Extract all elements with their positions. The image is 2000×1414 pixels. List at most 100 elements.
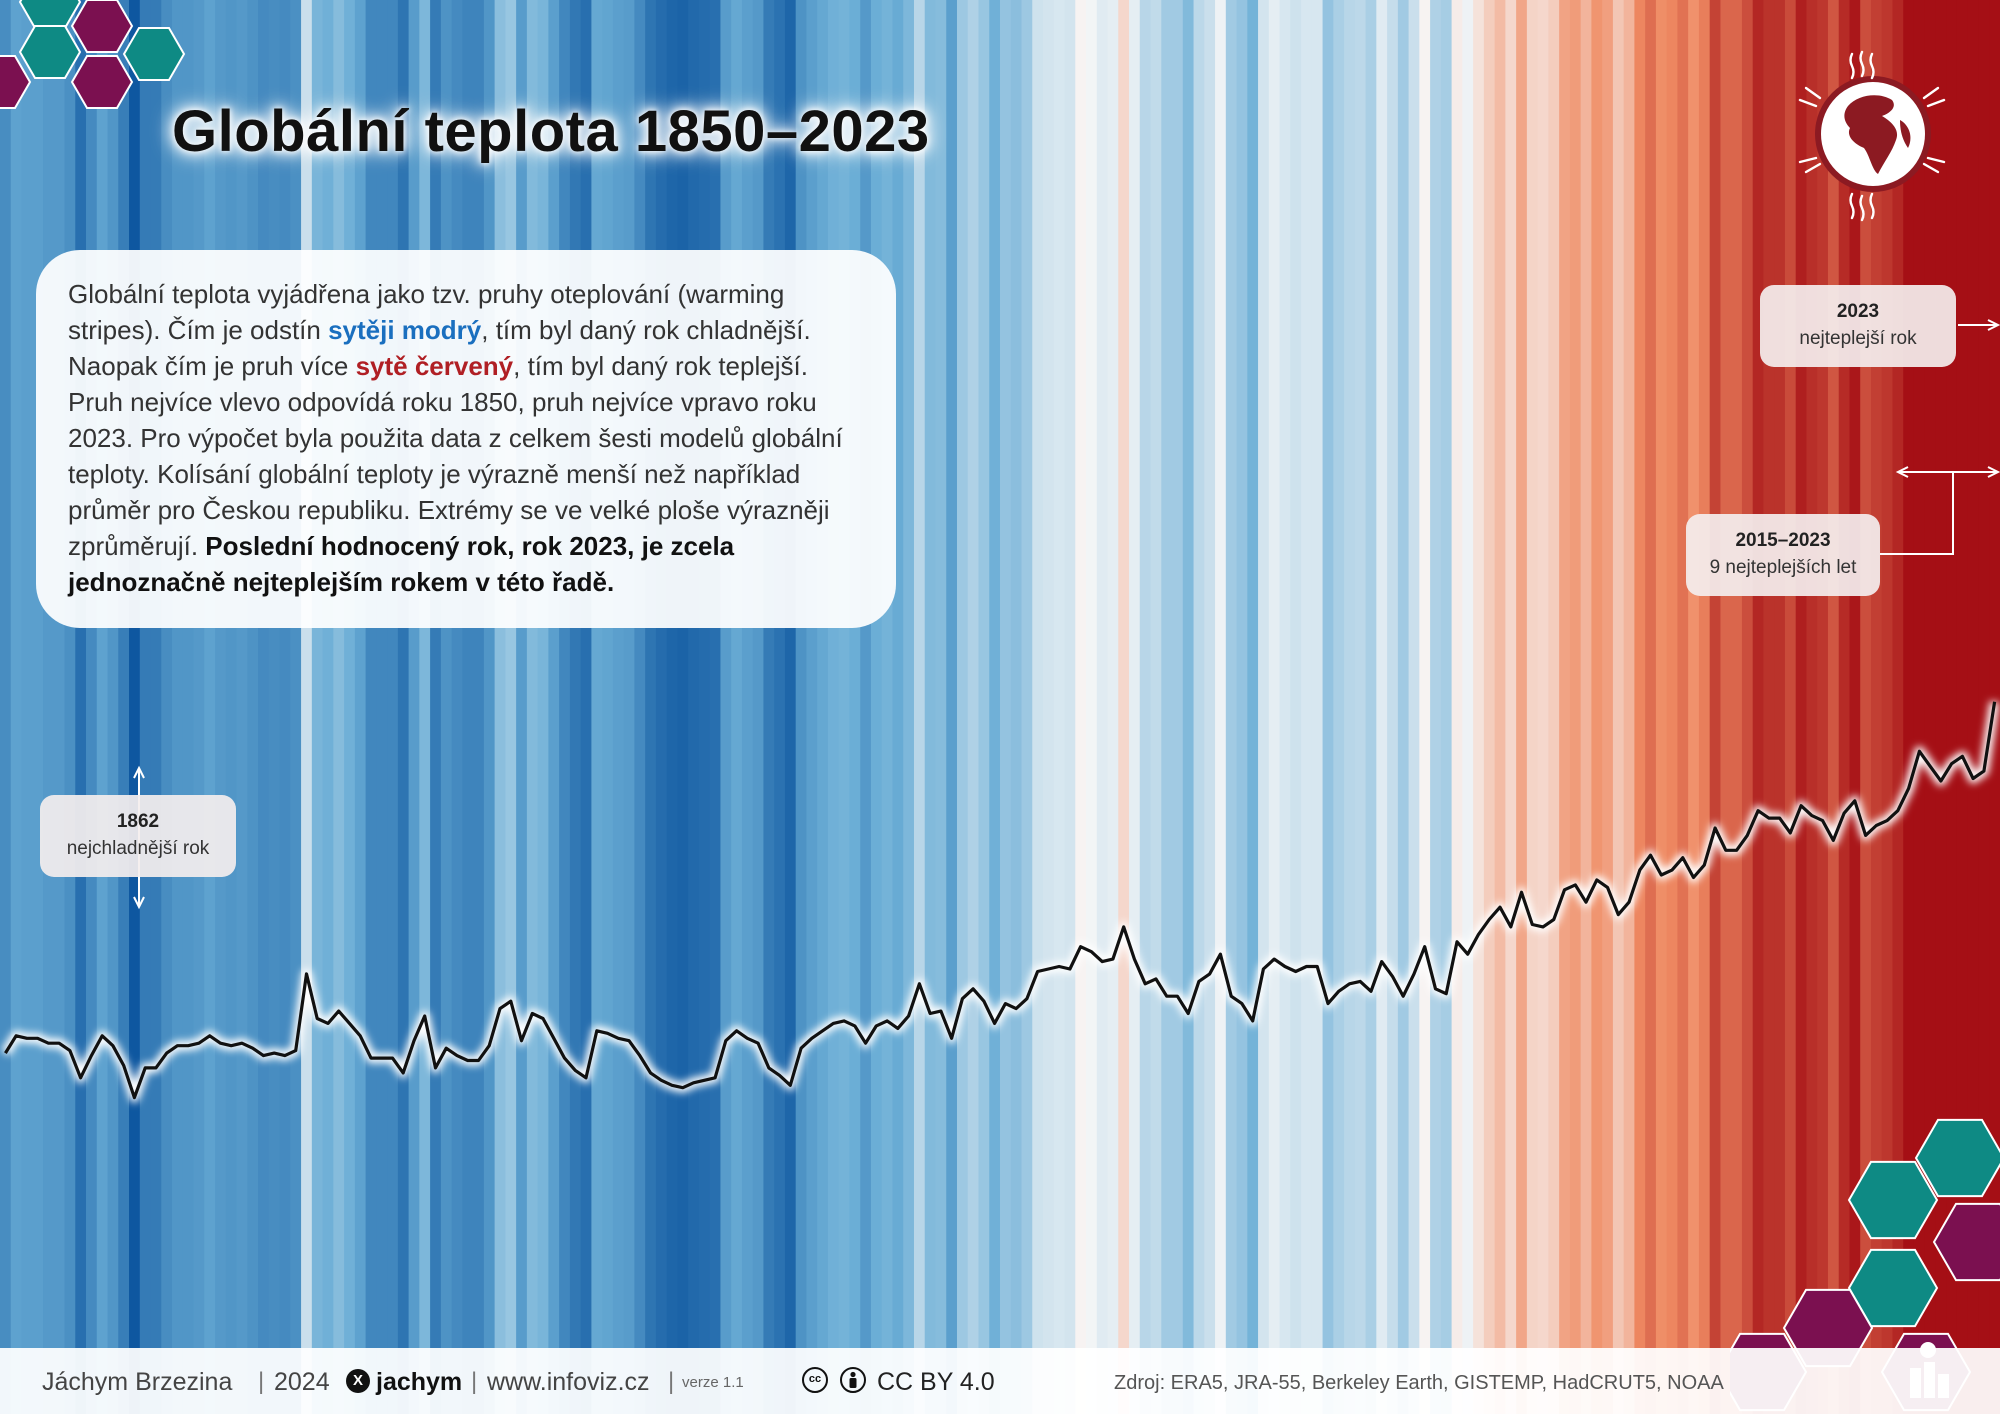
- stripe-2033: [1967, 0, 1980, 1414]
- stripe-1901: [548, 0, 560, 1414]
- stripe-2022: [1849, 0, 1861, 1414]
- stripe-1975: [1344, 0, 1356, 1414]
- stripe-1895: [483, 0, 496, 1414]
- annotation-warmest-year: 2023 nejteplejší rok: [1760, 285, 1956, 367]
- stripe-2000: [1612, 0, 1625, 1414]
- stripe-1875: [268, 0, 281, 1414]
- footer-bar: Jáchym Brzezina | 2024 X jachym | www.in…: [0, 1348, 2000, 1414]
- hexagon-shape: [1932, 1202, 2000, 1282]
- stripe-1930: [860, 0, 872, 1414]
- stripe-1969: [1279, 0, 1291, 1414]
- stripe-1893: [462, 0, 474, 1414]
- stripe-2015: [1774, 0, 1786, 1414]
- stripe-1964: [1225, 0, 1238, 1414]
- stripe-1954: [1118, 0, 1130, 1414]
- stripe-2029: [1924, 0, 1937, 1414]
- stripe-1986: [1462, 0, 1474, 1414]
- stripe-2034: [1978, 0, 1990, 1414]
- stripe-1887: [397, 0, 410, 1414]
- stripe-1879: [311, 0, 324, 1414]
- stripe-1966: [1247, 0, 1259, 1414]
- stripe-1873: [247, 0, 259, 1414]
- temperature-line-group: [1, 701, 2000, 1103]
- globe-warming-icon: [1798, 50, 1946, 222]
- hexagon-shape: [1847, 1248, 1939, 1328]
- stripe-1917: [720, 0, 732, 1414]
- stripe-1947: [1043, 0, 1055, 1414]
- stripe-2031: [1946, 0, 1958, 1414]
- description-conclusion: Poslední hodnocený rok, rok 2023, je zce…: [68, 531, 735, 597]
- arrowhead-2015-left: [1895, 466, 1909, 478]
- stripe-1998: [1591, 0, 1603, 1414]
- stripe-1884: [365, 0, 377, 1414]
- warmest-year-text: nejteplejší rok: [1799, 328, 1917, 349]
- stripe-1871: [225, 0, 238, 1414]
- stripe-2027: [1903, 0, 1915, 1414]
- description-box: Globální teplota vyjádřena jako tzv. pru…: [36, 250, 896, 628]
- annotation-coldest-year: 1862 nejchladnější rok: [40, 795, 236, 877]
- stripe-1946: [1032, 0, 1044, 1414]
- stripe-1929: [849, 0, 861, 1414]
- stripe-1977: [1365, 0, 1377, 1414]
- footer-license[interactable]: CC BY 4.0: [877, 1368, 995, 1396]
- arrowhead-coldest-bottom: [133, 896, 145, 910]
- stripe-1951: [1086, 0, 1098, 1414]
- stripe-1856: [64, 0, 76, 1414]
- stripe-2012: [1741, 0, 1754, 1414]
- stripe-1932: [881, 0, 894, 1414]
- footer-social-handle[interactable]: jachym: [376, 1368, 463, 1396]
- stripe-1939: [956, 0, 969, 1414]
- stripe-1922: [774, 0, 786, 1414]
- stripe-1853: [32, 0, 44, 1414]
- hexagon-shape: [18, 0, 82, 29]
- stripe-1862: [129, 0, 141, 1414]
- stripe-1960: [1182, 0, 1195, 1414]
- stripe-1999: [1602, 0, 1614, 1414]
- stripe-1898: [516, 0, 528, 1414]
- stripe-1976: [1354, 0, 1367, 1414]
- stripe-2023: [1860, 0, 1872, 1414]
- stripe-1876: [279, 0, 291, 1414]
- bracket-2015-2023: [1880, 471, 1996, 555]
- stripe-1924: [795, 0, 808, 1414]
- stripe-2002: [1634, 0, 1646, 1414]
- x-logo-icon[interactable]: X: [346, 1369, 370, 1393]
- stripe-1860: [107, 0, 119, 1414]
- stripe-1987: [1473, 0, 1485, 1414]
- stripe-1963: [1215, 0, 1227, 1414]
- footer-website-link[interactable]: www.infoviz.cz: [487, 1368, 650, 1396]
- stripe-1989: [1494, 0, 1506, 1414]
- highlight-red: sytě červený: [355, 351, 514, 381]
- stripe-2020: [1827, 0, 1840, 1414]
- stripe-1979: [1387, 0, 1399, 1414]
- stripe-2028: [1913, 0, 1926, 1414]
- stripe-1896: [494, 0, 506, 1414]
- stripe-1957: [1150, 0, 1162, 1414]
- stripe-1866: [172, 0, 184, 1414]
- stripe-1968: [1268, 0, 1281, 1414]
- arrowhead-2015-right: [1987, 466, 2000, 478]
- arrowhead-coldest-top: [133, 765, 145, 779]
- stripe-1981: [1408, 0, 1420, 1414]
- stripe-1883: [354, 0, 367, 1414]
- stripe-1868: [193, 0, 205, 1414]
- stripe-1994: [1548, 0, 1560, 1414]
- stripe-1984: [1440, 0, 1453, 1414]
- stripe-1948: [1053, 0, 1066, 1414]
- stripe-2025: [1881, 0, 1894, 1414]
- stripe-1925: [806, 0, 818, 1414]
- stripe-1991: [1516, 0, 1528, 1414]
- temperature-line: [4, 701, 1997, 1100]
- stripe-1902: [559, 0, 571, 1414]
- hexagon-shape: [70, 0, 134, 53]
- stripe-1907: [612, 0, 625, 1414]
- stripe-1912: [666, 0, 679, 1414]
- stripe-1861: [118, 0, 130, 1414]
- by-icon: [840, 1367, 866, 1393]
- page-title: Globální teplota 1850–2023: [172, 99, 930, 164]
- stripe-1928: [838, 0, 851, 1414]
- stripe-1905: [591, 0, 603, 1414]
- stripe-1980: [1397, 0, 1410, 1414]
